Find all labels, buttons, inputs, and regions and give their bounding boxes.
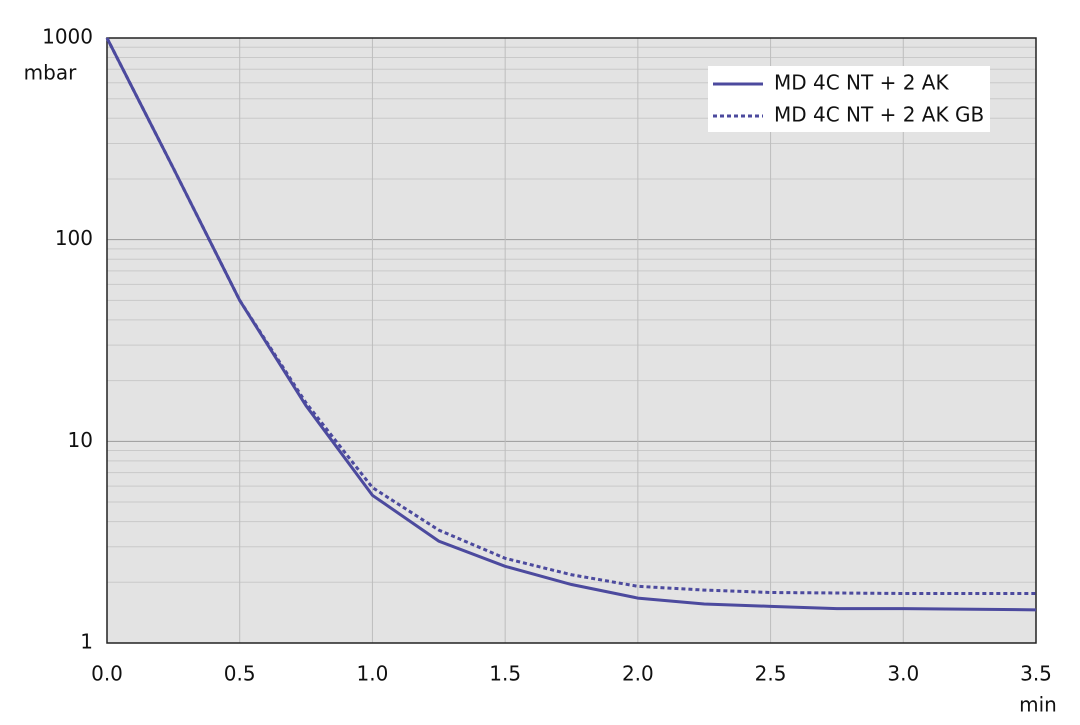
x-axis-label: min (1019, 693, 1057, 717)
x-tick-label: 2.0 (622, 662, 654, 686)
y-tick-label: 1000 (42, 25, 93, 49)
x-tick-label: 0.5 (224, 662, 256, 686)
x-tick-label: 3.0 (887, 662, 919, 686)
legend-label: MD 4C NT + 2 AK GB (774, 103, 984, 127)
x-tick-label: 0.0 (91, 662, 123, 686)
data-line (105, 37, 1036, 595)
x-tick-label: 1.0 (357, 662, 389, 686)
x-tick-label: 3.5 (1020, 662, 1052, 686)
y-tick-label: 1 (80, 630, 93, 654)
legend-label: MD 4C NT + 2 AK (774, 71, 949, 95)
legend-box (708, 66, 990, 132)
x-tick-label: 1.5 (489, 662, 521, 686)
data-line (105, 37, 1037, 612)
y-tick-label: 10 (68, 428, 93, 452)
plot-frame (106, 37, 1037, 644)
plot-area (107, 38, 1036, 643)
x-tick-label: 2.5 (755, 662, 787, 686)
y-axis-label: mbar (24, 61, 77, 85)
y-tick-label: 100 (55, 226, 93, 250)
